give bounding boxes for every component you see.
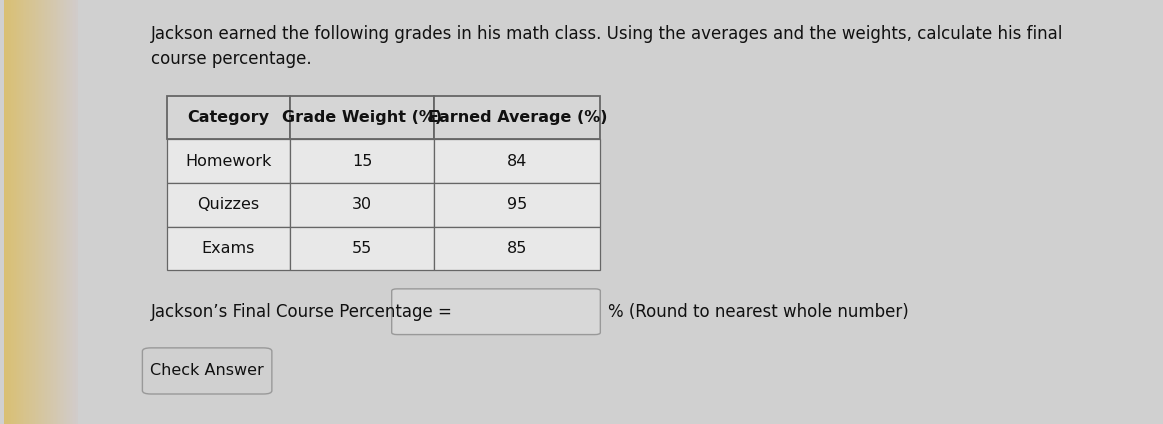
Bar bbox=[17, 0, 19, 424]
Bar bbox=[167, 139, 290, 183]
Bar bbox=[44, 0, 45, 424]
Bar bbox=[40, 0, 41, 424]
Bar bbox=[435, 139, 600, 183]
Bar bbox=[31, 0, 34, 424]
Text: Homework: Homework bbox=[185, 153, 272, 169]
Text: Exams: Exams bbox=[202, 241, 255, 256]
Bar bbox=[13, 0, 14, 424]
Bar bbox=[72, 0, 73, 424]
Bar bbox=[435, 183, 600, 226]
Bar bbox=[26, 0, 28, 424]
Text: 55: 55 bbox=[352, 241, 372, 256]
Bar bbox=[34, 0, 35, 424]
Bar bbox=[7, 0, 8, 424]
Text: 85: 85 bbox=[507, 241, 528, 256]
Bar bbox=[29, 0, 30, 424]
Text: % (Round to nearest whole number): % (Round to nearest whole number) bbox=[608, 303, 908, 321]
Bar bbox=[51, 0, 52, 424]
Bar bbox=[28, 0, 29, 424]
FancyBboxPatch shape bbox=[392, 289, 600, 335]
Text: Grade Weight (%): Grade Weight (%) bbox=[283, 110, 442, 125]
Bar bbox=[290, 226, 435, 270]
Bar bbox=[8, 0, 9, 424]
Text: 95: 95 bbox=[507, 197, 528, 212]
Bar bbox=[48, 0, 50, 424]
Bar bbox=[435, 226, 600, 270]
Bar bbox=[167, 226, 290, 270]
FancyBboxPatch shape bbox=[142, 348, 272, 394]
Bar bbox=[47, 0, 48, 424]
Bar bbox=[290, 139, 435, 183]
Bar bbox=[30, 0, 31, 424]
Bar bbox=[12, 0, 13, 424]
Text: Earned Average (%): Earned Average (%) bbox=[428, 110, 607, 125]
Bar bbox=[69, 0, 70, 424]
Bar bbox=[74, 0, 77, 424]
Bar bbox=[167, 183, 290, 226]
Bar bbox=[58, 0, 60, 424]
Bar bbox=[24, 0, 26, 424]
Bar bbox=[41, 0, 42, 424]
Text: 30: 30 bbox=[352, 197, 372, 212]
Text: Jackson’s Final Course Percentage =: Jackson’s Final Course Percentage = bbox=[151, 303, 452, 321]
Bar bbox=[290, 183, 435, 226]
Text: Quizzes: Quizzes bbox=[198, 197, 259, 212]
Text: 84: 84 bbox=[507, 153, 528, 169]
Bar bbox=[52, 0, 53, 424]
Bar bbox=[20, 0, 21, 424]
Bar bbox=[50, 0, 51, 424]
Bar bbox=[37, 0, 40, 424]
Bar bbox=[35, 0, 36, 424]
Text: Category: Category bbox=[187, 110, 270, 125]
Bar bbox=[66, 0, 67, 424]
Bar bbox=[67, 0, 69, 424]
Bar bbox=[53, 0, 56, 424]
Bar bbox=[60, 0, 62, 424]
Bar bbox=[3, 0, 5, 424]
Bar bbox=[70, 0, 72, 424]
Text: 15: 15 bbox=[352, 153, 372, 169]
Bar bbox=[435, 96, 600, 139]
Bar bbox=[73, 0, 74, 424]
Bar bbox=[56, 0, 57, 424]
Bar bbox=[57, 0, 58, 424]
Bar bbox=[290, 96, 435, 139]
Bar bbox=[77, 0, 78, 424]
Bar bbox=[14, 0, 15, 424]
Bar bbox=[19, 0, 20, 424]
Bar bbox=[23, 0, 24, 424]
Bar bbox=[42, 0, 44, 424]
Text: Check Answer: Check Answer bbox=[150, 363, 264, 379]
Bar bbox=[15, 0, 17, 424]
Bar bbox=[63, 0, 64, 424]
Bar bbox=[36, 0, 37, 424]
Bar bbox=[5, 0, 7, 424]
Bar bbox=[45, 0, 47, 424]
Bar bbox=[21, 0, 23, 424]
Bar bbox=[167, 96, 290, 139]
Bar bbox=[64, 0, 66, 424]
Bar bbox=[62, 0, 63, 424]
Text: Jackson earned the following grades in his math class. Using the averages and th: Jackson earned the following grades in h… bbox=[151, 25, 1063, 68]
Bar bbox=[9, 0, 12, 424]
